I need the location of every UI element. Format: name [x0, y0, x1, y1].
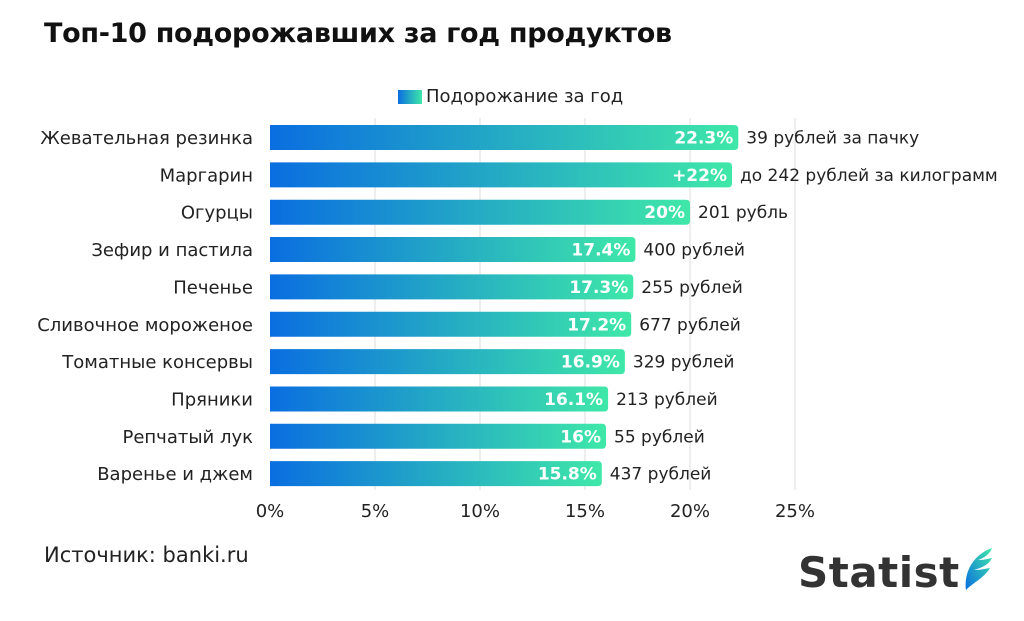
bar: [270, 461, 602, 487]
legend-label: Подорожание за год: [426, 86, 624, 107]
category-label: Варенье и джем: [97, 464, 253, 485]
bar: [270, 423, 606, 449]
value-label: 17.4%: [571, 241, 630, 261]
x-tick-label: 25%: [775, 501, 815, 522]
category-label: Сливочное мороженое: [37, 315, 253, 336]
bar: [270, 125, 739, 150]
labels: 0% 5% 10% 15% 20% 25% Жевательная резинка 22.3%…: [37, 128, 998, 522]
annotation-label: 39 рублей за пачку: [746, 129, 919, 149]
value-label: +22%: [672, 166, 727, 186]
value-label: 15.8%: [538, 465, 597, 485]
statist-logo: Statist: [798, 546, 994, 594]
legend-swatch: [398, 89, 422, 104]
bar: [270, 386, 609, 412]
x-tick-label: 15%: [565, 501, 605, 522]
category-label: Пряники: [171, 389, 253, 410]
annotation-label: 213 рублей: [616, 390, 718, 410]
annotation-label: 400 рублей: [643, 241, 745, 261]
chart-title: Топ-10 подорожавших за год продуктов: [44, 18, 672, 49]
x-tick-label: 0%: [256, 501, 285, 522]
value-label: 16%: [560, 427, 601, 447]
bars: [270, 125, 739, 487]
annotation-label: 329 рублей: [633, 353, 735, 373]
value-label: 16.9%: [561, 353, 620, 373]
category-label: Печенье: [173, 277, 253, 298]
feather-logo-icon: [965, 548, 992, 590]
source-note: Источник: banki.ru: [44, 543, 249, 567]
value-label: 16.1%: [544, 390, 603, 410]
category-label: Огурцы: [181, 203, 253, 224]
bar: [270, 349, 625, 375]
annotation-label: 437 рублей: [610, 465, 712, 485]
bar: [270, 199, 690, 225]
category-label: Зефир и пастила: [91, 240, 253, 261]
category-label: Маргарин: [160, 165, 253, 186]
annotation-label: 677 рублей: [639, 315, 741, 335]
category-label: Репчатый лук: [122, 427, 253, 448]
category-label: Жевательная резинка: [40, 128, 253, 149]
bar: [270, 311, 632, 337]
annotation-label: до 242 рублей за килограмм: [740, 166, 998, 186]
legend: Подорожание за год: [398, 86, 623, 107]
x-tick-label: 20%: [670, 501, 710, 522]
value-label: 20%: [644, 203, 685, 223]
value-label: 17.2%: [567, 315, 626, 335]
bar: [270, 162, 732, 188]
bar: [270, 237, 636, 263]
annotation-label: 255 рублей: [641, 278, 743, 298]
value-label: 17.3%: [569, 278, 628, 298]
annotation-label: 55 рублей: [614, 427, 705, 447]
value-label: 22.3%: [674, 129, 733, 149]
annotation-label: 201 рубль: [698, 203, 788, 223]
category-label: Томатные консервы: [61, 352, 253, 373]
logo-text: Statist: [798, 548, 960, 597]
x-tick-label: 5%: [361, 501, 390, 522]
x-tick-label: 10%: [460, 501, 500, 522]
bar: [270, 274, 634, 300]
